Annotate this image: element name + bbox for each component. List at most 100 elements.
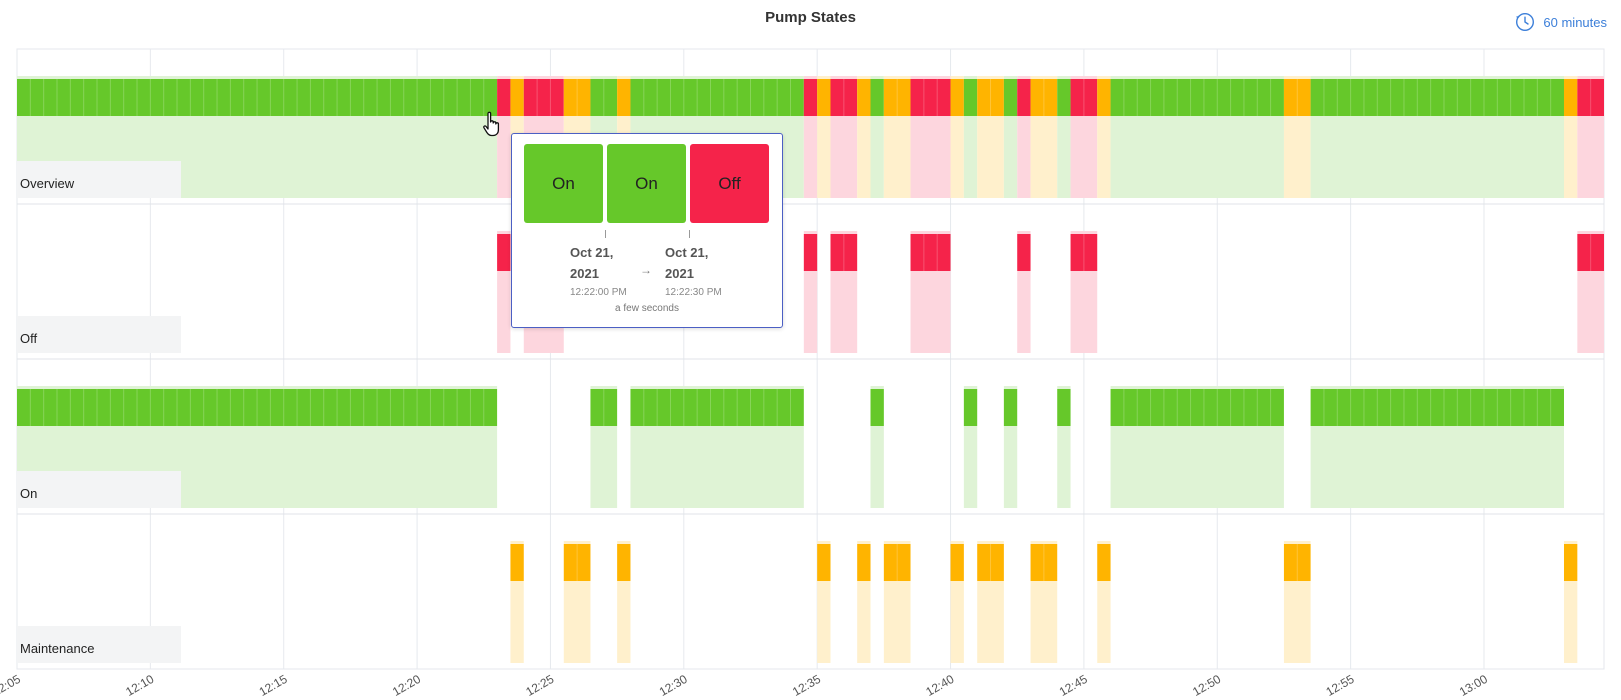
lane-label-maintenance: Maintenance <box>20 641 94 656</box>
state-bar-maintenance <box>1283 79 1311 116</box>
state-area-maintenance <box>950 116 964 198</box>
state-area-maintenance <box>1097 581 1111 663</box>
state-bar-on <box>963 389 978 426</box>
state-bar-cap <box>883 541 911 544</box>
x-tick-label: 12:20 <box>390 672 423 699</box>
tooltip-duration: a few seconds <box>615 303 679 314</box>
x-tick-label: 12:40 <box>923 672 956 699</box>
state-bar-off <box>830 234 858 271</box>
state-area-off <box>830 116 858 198</box>
state-bar-maintenance <box>950 544 964 581</box>
state-bar-cap <box>977 541 1004 544</box>
state-area-off <box>803 116 818 198</box>
state-area-on <box>1310 426 1564 508</box>
state-area-off <box>1070 271 1098 353</box>
state-area-off <box>1070 116 1098 198</box>
state-area-maintenance <box>617 581 631 663</box>
state-bar-off <box>830 79 858 116</box>
state-bar-cap <box>510 76 524 79</box>
state-bar-cap <box>630 386 804 389</box>
state-area-on <box>1110 116 1284 198</box>
state-bar-cap <box>1283 76 1311 79</box>
state-bar-on <box>590 389 618 426</box>
state-area-maintenance <box>817 581 831 663</box>
state-bar-maintenance <box>1030 544 1058 581</box>
state-bar-on <box>630 79 804 116</box>
state-area-maintenance <box>977 581 1004 663</box>
state-bar-cap <box>1577 76 1604 79</box>
state-area-maintenance <box>1563 581 1578 663</box>
state-bar-off <box>1017 234 1031 271</box>
state-bar-cap <box>497 76 511 79</box>
state-bar-on <box>870 389 884 426</box>
state-area-maintenance <box>817 116 831 198</box>
state-area-maintenance <box>1283 116 1311 198</box>
state-bar-on <box>17 79 498 116</box>
time-range-label: 60 minutes <box>1543 14 1607 30</box>
state-area-off <box>910 116 951 198</box>
tooltip-end-time: 12:22:30 PM <box>665 287 722 298</box>
state-bar-cap <box>1110 386 1284 389</box>
state-bar-cap <box>1003 76 1018 79</box>
state-area-maintenance <box>510 581 524 663</box>
state-bar-cap <box>817 76 831 79</box>
state-bar-maintenance <box>883 544 911 581</box>
state-bar-on <box>1003 389 1018 426</box>
state-bar-cap <box>1097 76 1111 79</box>
state-bar-cap <box>590 386 618 389</box>
state-bar-on <box>1110 389 1284 426</box>
state-bar-cap <box>817 541 831 544</box>
state-area-off <box>1577 271 1604 353</box>
x-tick-label: 12:30 <box>657 672 690 699</box>
state-bar-cap <box>617 541 631 544</box>
state-bar-maintenance <box>510 79 524 116</box>
state-area-off <box>1017 116 1031 198</box>
state-tooltip: On On Off Oct 21, 2021 → Oct 21, 2021 12… <box>511 133 783 328</box>
tooltip-start-time: 12:22:00 PM <box>570 287 627 298</box>
state-bar-on <box>17 389 498 426</box>
state-bar-cap <box>1110 76 1284 79</box>
state-bar-maintenance <box>950 79 964 116</box>
state-bar-on <box>1310 79 1564 116</box>
state-area-maintenance <box>857 581 871 663</box>
state-bar-maintenance <box>977 79 1004 116</box>
state-bar-maintenance <box>977 544 1004 581</box>
state-bar-cap <box>497 231 511 234</box>
state-area-on <box>963 116 978 198</box>
time-range-selector[interactable]: 60 minutes <box>1515 12 1607 32</box>
state-bar-on <box>590 79 618 116</box>
state-bar-cap <box>950 541 964 544</box>
state-bar-cap <box>1070 76 1098 79</box>
state-area-maintenance <box>883 116 911 198</box>
state-area-on <box>1057 116 1071 198</box>
state-area-maintenance <box>883 581 911 663</box>
state-bar-cap <box>963 386 978 389</box>
tooltip-end-date: Oct 21, 2021 <box>665 245 709 281</box>
state-bar-cap <box>857 541 871 544</box>
state-bar-cap <box>830 76 858 79</box>
state-bar-off <box>1577 234 1604 271</box>
state-bar-on <box>1003 79 1018 116</box>
state-bar-cap <box>1030 541 1058 544</box>
state-bar-cap <box>1003 386 1018 389</box>
x-tick-label: 12:10 <box>123 672 156 699</box>
lane-label-bg <box>17 471 181 508</box>
state-area-off <box>830 271 858 353</box>
state-bar-cap <box>1057 76 1071 79</box>
state-area-on <box>963 426 978 508</box>
state-bar-maintenance <box>817 544 831 581</box>
state-area-off <box>497 116 511 198</box>
state-bar-cap <box>1563 76 1578 79</box>
history-clock-icon <box>1515 12 1535 32</box>
state-bar-cap <box>910 231 951 234</box>
state-bar-on <box>1057 79 1071 116</box>
tooltip-divider-tick <box>689 230 690 238</box>
chart-title: Pump States <box>765 9 856 26</box>
state-bar-maintenance <box>857 79 871 116</box>
state-bar-cap <box>1310 76 1564 79</box>
state-bar-maintenance <box>617 79 631 116</box>
state-bar-cap <box>523 76 564 79</box>
state-bar-on <box>870 79 884 116</box>
state-area-on <box>1003 426 1018 508</box>
